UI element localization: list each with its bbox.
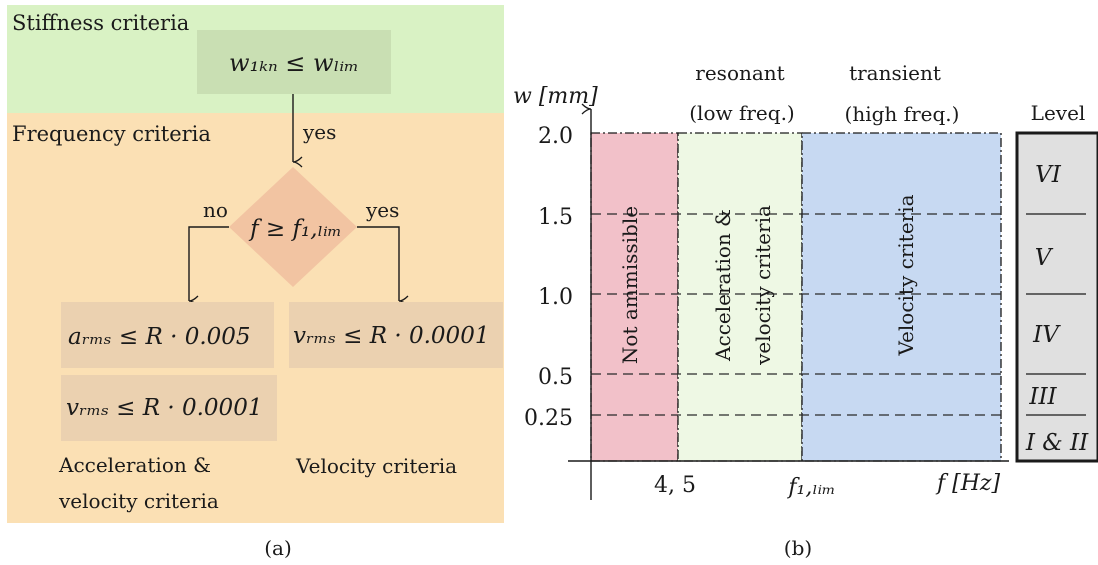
y-tick-2-0: 2.0	[538, 124, 573, 149]
x-axis-label: f [Hz]	[935, 471, 1000, 496]
region-label-accel-line2: velocity criteria	[751, 205, 775, 366]
header-transient-line2: (high freq.)	[845, 102, 960, 126]
edge-yes-top-label: yes	[302, 120, 336, 144]
y-tick-0-5: 0.5	[538, 365, 573, 390]
region-label-velocity: Velocity criteria	[894, 194, 918, 356]
region-acceleration-velocity	[677, 132, 803, 462]
level-title: Level	[1031, 101, 1086, 125]
branch-no-connector	[188, 226, 229, 307]
level-iii: III	[1028, 384, 1057, 410]
level-iv: IV	[1032, 322, 1061, 348]
panel-a-sublabel: (a)	[264, 536, 292, 560]
stiffness-condition-text: w₁ₖₙ ≤ wₗᵢₘ	[229, 49, 359, 77]
panel-b-sublabel: (b)	[784, 536, 812, 560]
panel-b-chart: w [mm] f [Hz] 2.0 1.5 1.0 0.5 0.25 4, 5 …	[513, 61, 1098, 500]
caption-acceleration-line1: Acceleration &	[58, 453, 211, 477]
frequency-criteria-label: Frequency criteria	[12, 122, 211, 146]
velocity-condition-text-right: vᵣₘₛ ≤ R · 0.0001	[293, 323, 489, 349]
decision-diamond	[229, 167, 357, 287]
region-label-accel-line1: Acceleration &	[711, 209, 735, 362]
region-label-not-admissible: Not ammissible	[618, 206, 642, 364]
y-tick-1-0: 1.0	[538, 285, 573, 310]
level-vi: VI	[1035, 162, 1062, 188]
region-velocity	[801, 132, 1002, 462]
level-i-and-ii: I & II	[1025, 430, 1089, 456]
region-not-admissible	[590, 132, 679, 462]
y-axis-label: w [mm]	[513, 84, 598, 109]
panel-a-flowchart: Stiffness criteria Frequency criteria w₁…	[7, 5, 504, 523]
x-tick-f1lim: f₁,ₗᵢₘ	[786, 475, 835, 500]
header-resonant-line1: resonant	[695, 61, 784, 85]
edge-no-label: no	[203, 198, 228, 222]
level-v: V	[1035, 245, 1054, 271]
decision-condition-text: f ≥ f₁,ₗᵢₘ	[248, 216, 342, 242]
y-tick-1-5: 1.5	[538, 205, 573, 230]
velocity-condition-box-left	[61, 375, 277, 441]
acceleration-condition-box	[61, 302, 274, 368]
header-transient-line1: transient	[849, 61, 941, 85]
header-resonant-line2: (low freq.)	[689, 101, 794, 125]
stiffness-criteria-label: Stiffness criteria	[12, 11, 189, 35]
level-column	[1015, 131, 1098, 463]
x-tick-4-5: 4, 5	[654, 473, 696, 498]
velocity-condition-text-left: vᵣₘₛ ≤ R · 0.0001	[66, 395, 262, 421]
acceleration-condition-text: aᵣₘₛ ≤ R · 0.005	[68, 324, 251, 350]
velocity-condition-box-right	[289, 302, 503, 368]
y-tick-0-25: 0.25	[524, 406, 573, 431]
branch-yes-connector	[357, 226, 409, 307]
caption-velocity: Velocity criteria	[295, 454, 457, 478]
caption-acceleration-line2: velocity criteria	[58, 489, 219, 513]
stiffness-condition-box	[197, 30, 391, 94]
edge-yes-right-label: yes	[365, 198, 399, 222]
